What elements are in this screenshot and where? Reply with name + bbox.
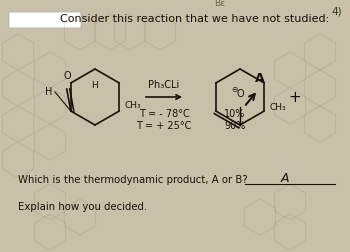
Text: 4): 4) xyxy=(332,7,342,17)
Text: Ph₃CLi: Ph₃CLi xyxy=(148,80,180,90)
Text: T = - 78°C: T = - 78°C xyxy=(139,109,189,119)
Text: CH₃: CH₃ xyxy=(269,104,286,112)
Text: Which is the thermodynamic product, A or B?: Which is the thermodynamic product, A or… xyxy=(18,175,248,185)
Text: H: H xyxy=(92,81,98,90)
Text: A: A xyxy=(281,173,289,185)
Text: A: A xyxy=(255,72,265,85)
Text: ⊖: ⊖ xyxy=(231,85,237,94)
FancyBboxPatch shape xyxy=(9,12,81,28)
Text: 10%: 10% xyxy=(224,109,246,119)
Text: 90%: 90% xyxy=(224,121,246,131)
Text: H: H xyxy=(45,87,53,97)
Text: Consider this reaction that we have not studied:: Consider this reaction that we have not … xyxy=(60,14,330,24)
Text: O: O xyxy=(236,89,244,99)
Text: Bε: Bε xyxy=(215,0,225,9)
Text: O: O xyxy=(64,71,71,81)
Text: T = + 25°C: T = + 25°C xyxy=(136,121,192,131)
Text: Explain how you decided.: Explain how you decided. xyxy=(18,202,147,212)
Text: CH₃: CH₃ xyxy=(124,102,141,110)
Text: +: + xyxy=(289,89,301,105)
